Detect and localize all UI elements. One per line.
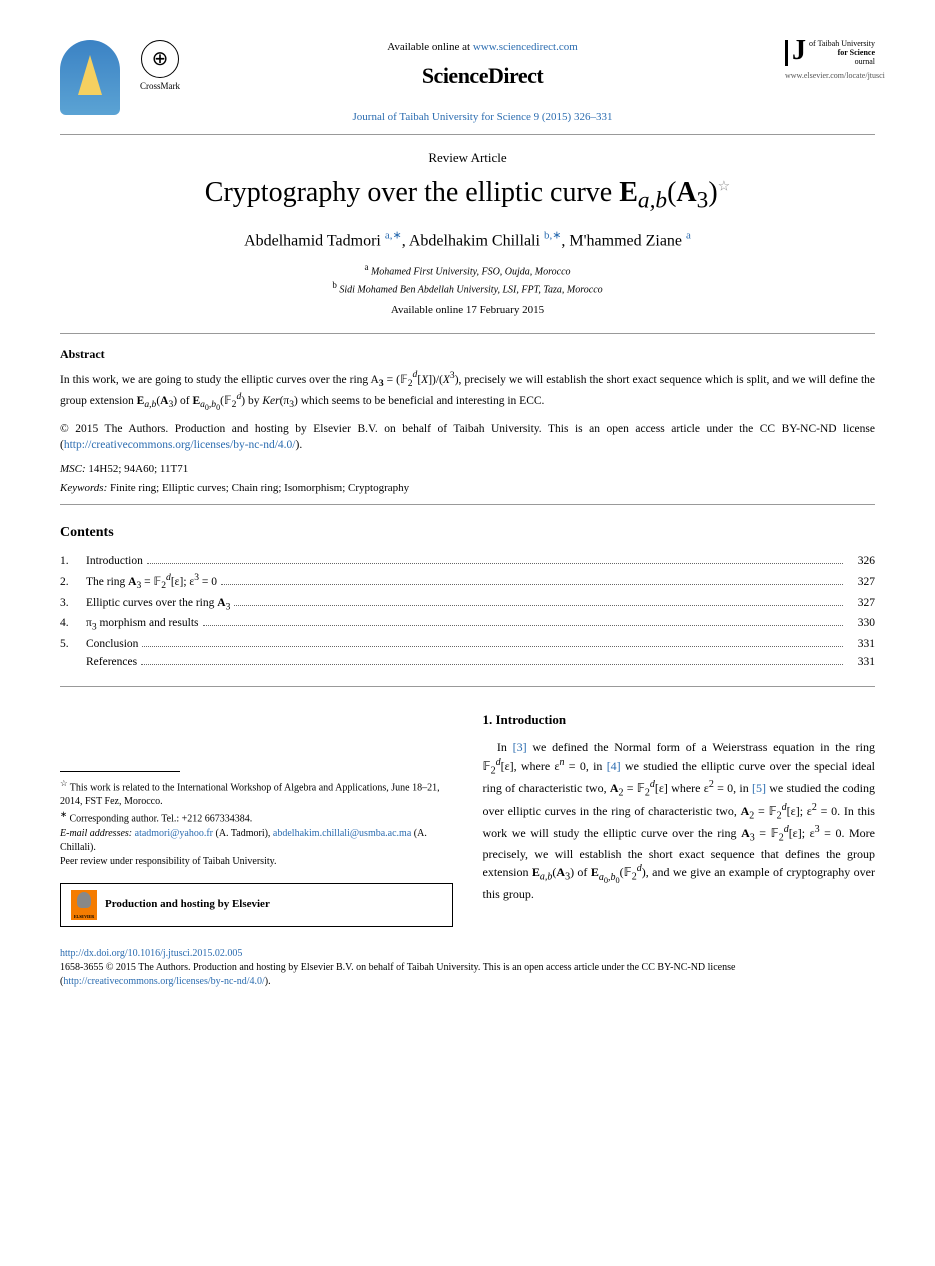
- toc-number: 5.: [60, 636, 86, 652]
- toc-leader: [203, 625, 843, 626]
- toc-page: 326: [847, 553, 875, 569]
- hosting-box: ELSEVIER Production and hosting by Elsev…: [60, 883, 453, 927]
- toc-number: 3.: [60, 595, 86, 611]
- toc-leader: [142, 646, 843, 647]
- available-online-text: Available online at www.sciencedirect.co…: [180, 40, 785, 55]
- toc-label: Conclusion: [86, 636, 138, 652]
- sciencedirect-logo: ScienceDirect: [180, 61, 785, 92]
- page-footer: http://dx.doi.org/10.1016/j.jtusci.2015.…: [60, 947, 875, 989]
- toc-number: 1.: [60, 553, 86, 569]
- elsevier-locate-url[interactable]: www.elsevier.com/locate/jtusci: [785, 70, 875, 81]
- copyright-line: © 2015 The Authors. Production and hosti…: [60, 421, 875, 453]
- sciencedirect-url-link[interactable]: www.sciencedirect.com: [473, 41, 578, 53]
- available-date: Available online 17 February 2015: [60, 303, 875, 318]
- toc-row[interactable]: 2.The ring A3 = 𝔽2d[ε]; ε3 = 0 327: [60, 571, 875, 593]
- toc-number: 4.: [60, 615, 86, 631]
- toc-row[interactable]: 1.Introduction 326: [60, 553, 875, 569]
- keywords-line: Keywords: Finite ring; Elliptic curves; …: [60, 481, 875, 496]
- toc-label: Introduction: [86, 553, 143, 569]
- toc-leader: [141, 664, 843, 665]
- left-logos: ⊕ CrossMark: [60, 40, 180, 115]
- intro-body: In [3] we defined the Normal form of a W…: [483, 739, 876, 903]
- msc-line: MSC: 14H52; 94A60; 11T71: [60, 462, 875, 477]
- table-of-contents: 1.Introduction 326 2.The ring A3 = 𝔽2d[ε];…: [60, 553, 875, 670]
- toc-leader: [221, 584, 843, 585]
- issn-copyright: 1658-3655 © 2015 The Authors. Production…: [60, 961, 875, 989]
- toc-number: 2.: [60, 574, 86, 590]
- toc-label: References: [86, 654, 137, 670]
- toc-leader: [234, 605, 843, 606]
- toc-page: 327: [847, 595, 875, 611]
- toc-row[interactable]: 3.Elliptic curves over the ring A3 327: [60, 595, 875, 614]
- abstract-rule-bottom: [60, 504, 875, 505]
- intro-heading: 1. Introduction: [483, 711, 876, 729]
- left-column: ☆ This work is related to the Internatio…: [60, 711, 453, 927]
- footnote-star: ☆ This work is related to the Internatio…: [60, 778, 453, 809]
- toc-label: The ring A3 = 𝔽2d[ε]; ε3 = 0: [86, 571, 217, 593]
- doi-link[interactable]: http://dx.doi.org/10.1016/j.jtusci.2015.…: [60, 948, 242, 959]
- toc-page: 331: [847, 654, 875, 670]
- authors-line: Abdelhamid Tadmori a,∗, Abdelhakim Chill…: [60, 229, 875, 253]
- footnotes: ☆ This work is related to the Internatio…: [60, 771, 453, 927]
- crossmark-icon: ⊕: [141, 40, 179, 78]
- hosting-label: Production and hosting by Elsevier: [105, 897, 270, 912]
- header-rule: [60, 134, 875, 135]
- journal-citation[interactable]: Journal of Taibah University for Science…: [180, 110, 785, 125]
- crossmark-badge[interactable]: ⊕ CrossMark: [140, 40, 180, 93]
- article-title: Cryptography over the elliptic curve Ea,…: [60, 173, 875, 217]
- footnote-corresponding: ∗ Corresponding author. Tel.: +212 66733…: [60, 809, 453, 826]
- toc-label: π3 morphism and results: [86, 615, 199, 634]
- elsevier-tree-icon: ELSEVIER: [71, 890, 97, 920]
- crossmark-label: CrossMark: [140, 80, 180, 93]
- abstract-heading: Abstract: [60, 346, 875, 363]
- two-column-body: ☆ This work is related to the Internatio…: [60, 711, 875, 927]
- toc-page: 327: [847, 574, 875, 590]
- page-header: ⊕ CrossMark Available online at www.scie…: [60, 40, 875, 126]
- header-center: Available online at www.sciencedirect.co…: [180, 40, 785, 126]
- toc-label: Elliptic curves over the ring A3: [86, 595, 230, 614]
- university-logo-icon: [60, 40, 120, 115]
- toc-page: 331: [847, 636, 875, 652]
- footnote-separator: [60, 771, 180, 772]
- abstract-body: In this work, we are going to study the …: [60, 369, 875, 414]
- toc-page: 330: [847, 615, 875, 631]
- article-type: Review Article: [60, 149, 875, 167]
- toc-leader: [147, 563, 843, 564]
- footnote-emails: E-mail addresses: atadmori@yahoo.fr (A. …: [60, 827, 453, 855]
- affiliations: a Mohamed First University, FSO, Oujda, …: [60, 261, 875, 298]
- toc-row[interactable]: References 331: [60, 654, 875, 670]
- toc-row[interactable]: 4.π3 morphism and results 330: [60, 615, 875, 634]
- footnote-peer-review: Peer review under responsibility of Taib…: [60, 855, 453, 869]
- journal-logo: J of Taibah University for Science ourna…: [785, 40, 875, 82]
- right-column: 1. Introduction In [3] we defined the No…: [483, 711, 876, 927]
- contents-heading: Contents: [60, 523, 875, 543]
- contents-rule-bottom: [60, 686, 875, 687]
- toc-row[interactable]: 5.Conclusion 331: [60, 636, 875, 652]
- abstract-rule-top: [60, 333, 875, 334]
